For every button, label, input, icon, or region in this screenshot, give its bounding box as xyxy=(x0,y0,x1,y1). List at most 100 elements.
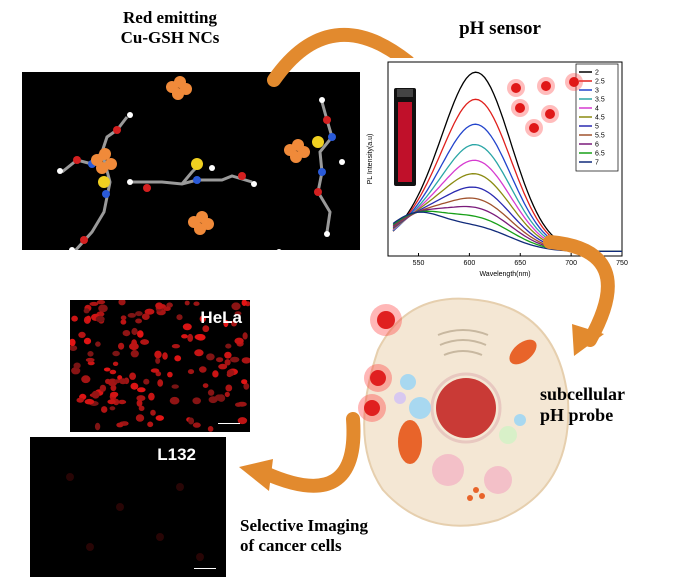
hela-cell-dot xyxy=(157,379,164,387)
hela-cell-dot xyxy=(163,306,171,311)
hela-cell-dot xyxy=(91,390,100,399)
hela-cell-dot xyxy=(182,323,192,331)
hela-cell-dot xyxy=(118,300,126,306)
legend-entry: 5 xyxy=(595,124,599,131)
scale-bar xyxy=(218,423,240,424)
probe-dot xyxy=(529,123,539,133)
hela-cell-dot xyxy=(231,320,237,327)
hela-cell-dot xyxy=(105,378,111,384)
hela-cell-dot xyxy=(141,313,150,320)
arrow-right xyxy=(543,235,615,356)
hela-cell-dot xyxy=(70,338,76,347)
hela-cell-dot xyxy=(136,399,143,407)
hela-cell-dot xyxy=(223,319,229,328)
hela-cell-dot xyxy=(241,300,247,306)
hela-cell-dot xyxy=(95,315,105,323)
hela-cell-dot xyxy=(192,422,201,428)
probe-dot xyxy=(541,81,551,91)
legend-entry: 6.5 xyxy=(595,151,605,158)
l132-image: L132 xyxy=(30,437,226,577)
hela-label: HeLa xyxy=(200,308,242,327)
hela-cell-dot xyxy=(225,384,233,392)
hela-cell-dot xyxy=(110,384,117,392)
hela-cell-dot xyxy=(107,399,116,405)
hela-cell-dot xyxy=(135,311,143,317)
hela-cell-dot xyxy=(131,327,138,336)
hela-cell-dot xyxy=(135,318,142,324)
hela-cell-dot xyxy=(224,351,232,359)
hela-cell-dot xyxy=(241,379,248,385)
legend-entry: 4.5 xyxy=(595,115,605,122)
label-ph-sensor: pH sensor xyxy=(459,18,541,39)
hela-cell-dot xyxy=(224,391,230,398)
hela-cell-dot xyxy=(112,361,119,366)
vial-cap xyxy=(397,89,413,97)
probe-dot xyxy=(569,77,579,87)
hela-cell-dot xyxy=(116,422,124,428)
hela-cell-dot xyxy=(86,315,91,323)
hela-cell-dot xyxy=(192,397,201,405)
hela-cell-dot xyxy=(71,367,81,375)
hela-cell-dot xyxy=(122,330,131,337)
cell-illustration xyxy=(358,297,570,527)
hela-cell-dot xyxy=(120,315,127,321)
hela-cell-dot xyxy=(194,349,204,357)
hela-cell-dot xyxy=(155,302,163,310)
hela-cell-dot xyxy=(154,350,162,359)
hela-cell-dot xyxy=(96,300,106,305)
hela-cell-dot xyxy=(101,406,108,413)
hela-cell-dot xyxy=(95,341,101,347)
hela-cell-dot xyxy=(103,367,111,372)
hela-cell-dot xyxy=(140,339,150,345)
hela-cell-dot xyxy=(98,304,108,313)
hela-cell-dot xyxy=(207,426,214,432)
hela-cell-dot xyxy=(162,352,168,360)
hela-cell-dot xyxy=(73,362,81,369)
hela-cell-dot xyxy=(99,384,107,392)
hela-cell-dot xyxy=(155,415,164,421)
legend-entry: 4 xyxy=(595,106,599,113)
hela-cell-dot xyxy=(84,398,95,405)
hela-cell-dot xyxy=(243,382,250,390)
hela-cell-dot xyxy=(150,409,156,416)
hela-cell-dot xyxy=(184,300,190,306)
hela-cell-dot xyxy=(212,370,219,378)
hela-cell-dot xyxy=(144,308,155,315)
hela-cell-dot xyxy=(224,359,231,366)
hela-cell-dot xyxy=(237,417,248,425)
hela-cell-dot xyxy=(208,396,218,404)
hela-cell-dot xyxy=(226,369,235,377)
hela-cell-dot xyxy=(137,387,146,393)
hela-cell-dot xyxy=(89,301,99,306)
hela-cell-dot xyxy=(176,314,183,321)
hela-cell-dot xyxy=(129,372,136,380)
hela-cell-dot xyxy=(230,356,240,363)
hela-cell-dot xyxy=(202,325,210,333)
hela-cell-dot xyxy=(143,378,150,385)
x-axis-label: Wavelength(nm) xyxy=(479,271,530,278)
hela-cell-dot xyxy=(138,405,145,411)
hela-cell-dot xyxy=(166,302,173,308)
hela-cell-dot xyxy=(110,391,119,398)
hela-cell-dot xyxy=(94,422,101,431)
legend-entry: 6 xyxy=(595,142,599,149)
hela-image: HeLa xyxy=(70,300,250,432)
hela-cell-dot xyxy=(76,397,84,403)
legend-entry: 2.5 xyxy=(595,79,605,86)
hela-cell-dot xyxy=(167,371,173,378)
legend-entry: 7 xyxy=(595,160,599,167)
hela-cell-dot xyxy=(130,382,139,390)
y-axis-label: PL Intensity(a.u) xyxy=(367,134,374,185)
hela-cell-dot xyxy=(206,353,215,361)
hela-cell-dot xyxy=(207,389,215,396)
hela-cell-dot xyxy=(237,401,247,407)
hela-cell-dot xyxy=(187,369,195,375)
label-red-emitting: Red emitting Cu-GSH NCs xyxy=(120,8,220,47)
arrow-bottom xyxy=(239,412,361,493)
hela-cell-dot xyxy=(148,392,155,401)
hela-cell-dot xyxy=(202,383,209,388)
hela-cell-dot xyxy=(87,351,94,357)
probe-dot xyxy=(511,83,521,93)
cu-gsh-molecules xyxy=(57,76,345,281)
x-tick-label: 550 xyxy=(413,260,425,267)
